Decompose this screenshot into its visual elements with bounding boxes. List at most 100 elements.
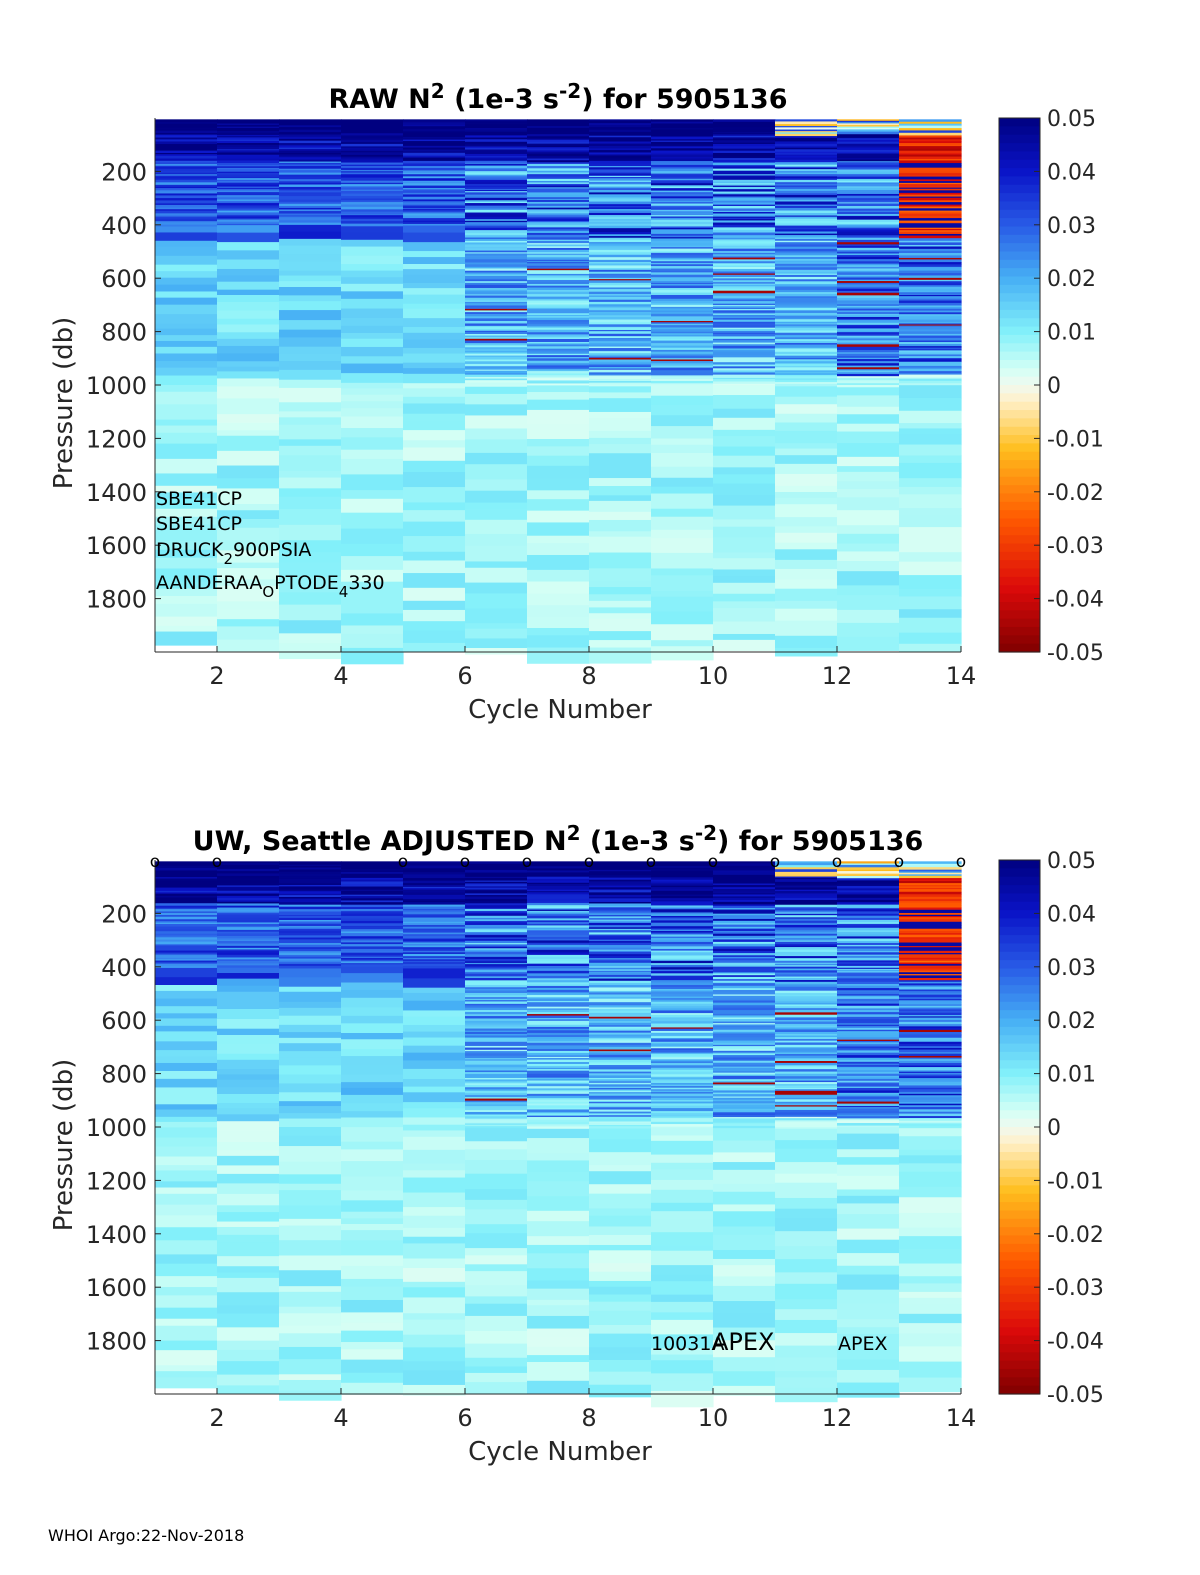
heatmap-cell [279,181,342,184]
heatmap-cell [217,885,280,888]
heatmap-cell [651,917,714,920]
heatmap-cell [589,247,652,251]
heatmap-cell [899,875,962,879]
title-text: RAW N [329,84,431,115]
heatmap-cell [279,1024,342,1033]
y-tick-label: 600 [101,1007,147,1035]
heatmap-cell [341,581,404,599]
heatmap-cell [589,1075,652,1079]
heatmap-cell [465,1047,528,1051]
heatmap-cell [775,167,838,170]
heatmap-cell [837,139,900,143]
heatmap-cell [651,308,714,312]
colorbar-segment [999,293,1040,303]
heatmap-cell [713,633,776,641]
heatmap-cell [527,246,590,249]
heatmap-cell [713,332,776,335]
heatmap-cell [775,959,838,962]
heatmap-cell [651,901,714,905]
heatmap-cell [403,403,466,415]
heatmap-cell [837,875,900,879]
heatmap-cell [589,991,652,994]
heatmap-cell [775,1272,838,1285]
heatmap-cell [713,558,776,571]
heatmap-cell [155,1006,218,1014]
heatmap-cell [527,317,590,321]
heatmap-cell [465,289,528,292]
heatmap-cell [837,265,900,268]
heatmap-cell [279,197,342,201]
heatmap-cell [155,1165,218,1172]
heatmap-cell [403,906,466,910]
heatmap-cell [341,959,404,962]
heatmap-cell [217,223,280,226]
heatmap-cell [341,137,404,141]
heatmap-cell [403,182,466,184]
heatmap-cell [713,1055,776,1059]
heatmap-cell [899,609,962,619]
heatmap-cell [837,231,900,235]
heatmap-cell [589,356,652,359]
heatmap-cell [899,323,962,326]
heatmap-cell [465,253,528,257]
heatmap-cell [279,138,342,142]
heatmap-cell [341,964,404,968]
heatmap-cell [899,1016,962,1019]
heatmap-cell [837,902,900,906]
heatmap-cell [589,223,652,227]
heatmap-cell [899,190,962,194]
title-text: (1e-3 s [445,84,559,115]
heatmap-cell [465,1064,528,1068]
heatmap-cell [279,939,342,942]
heatmap-cell [217,171,280,174]
heatmap-cell [651,989,714,991]
heatmap-cell [465,151,528,155]
heatmap-cell [775,195,838,199]
heatmap-cell [465,1077,528,1081]
heatmap-cell [713,1123,776,1127]
heatmap-cell [527,224,590,228]
heatmap-cell [217,1272,280,1279]
heatmap-cell [217,1043,280,1055]
heatmap-cell [155,933,218,937]
heatmap-cell [279,186,342,191]
heatmap-cell [527,267,590,270]
heatmap-cell [589,1310,652,1326]
heatmap-cell [589,875,652,879]
heatmap-cell [651,1089,714,1092]
heatmap-cell [341,1359,404,1374]
heatmap-cell [155,353,218,362]
heatmap-cell [713,985,776,989]
heatmap-cell [837,311,900,315]
heatmap-cell [651,1119,714,1123]
heatmap-cell [527,349,590,352]
heatmap-cell [527,1138,590,1154]
heatmap-cell [279,172,342,176]
colorbar-segment [999,610,1040,620]
heatmap-cell [837,897,900,901]
heatmap-cell [341,182,404,185]
heatmap-cell [651,516,714,531]
heatmap-cell [589,1049,652,1052]
heatmap-cell [403,904,466,908]
heatmap-cell [217,414,280,424]
heatmap-cell [713,1040,776,1044]
heatmap-cell [527,1107,590,1111]
heatmap-cell [713,1048,776,1052]
heatmap-cell [279,123,342,126]
heatmap-cell [403,932,466,935]
heatmap-cell [713,932,776,935]
heatmap-cell [217,886,280,890]
heatmap-cell [713,280,776,283]
heatmap-cell [589,236,652,239]
heatmap-cell [837,1094,900,1097]
heatmap-cell [899,325,962,328]
heatmap-cell [651,1380,714,1392]
heatmap-cell [279,1270,342,1287]
heatmap-cell [527,123,590,126]
colorbar-segment [999,860,1040,869]
annotation-subscript: O [262,583,274,601]
heatmap-cell [155,1121,218,1128]
heatmap-cell [899,1249,962,1265]
heatmap-cell [775,1000,838,1004]
